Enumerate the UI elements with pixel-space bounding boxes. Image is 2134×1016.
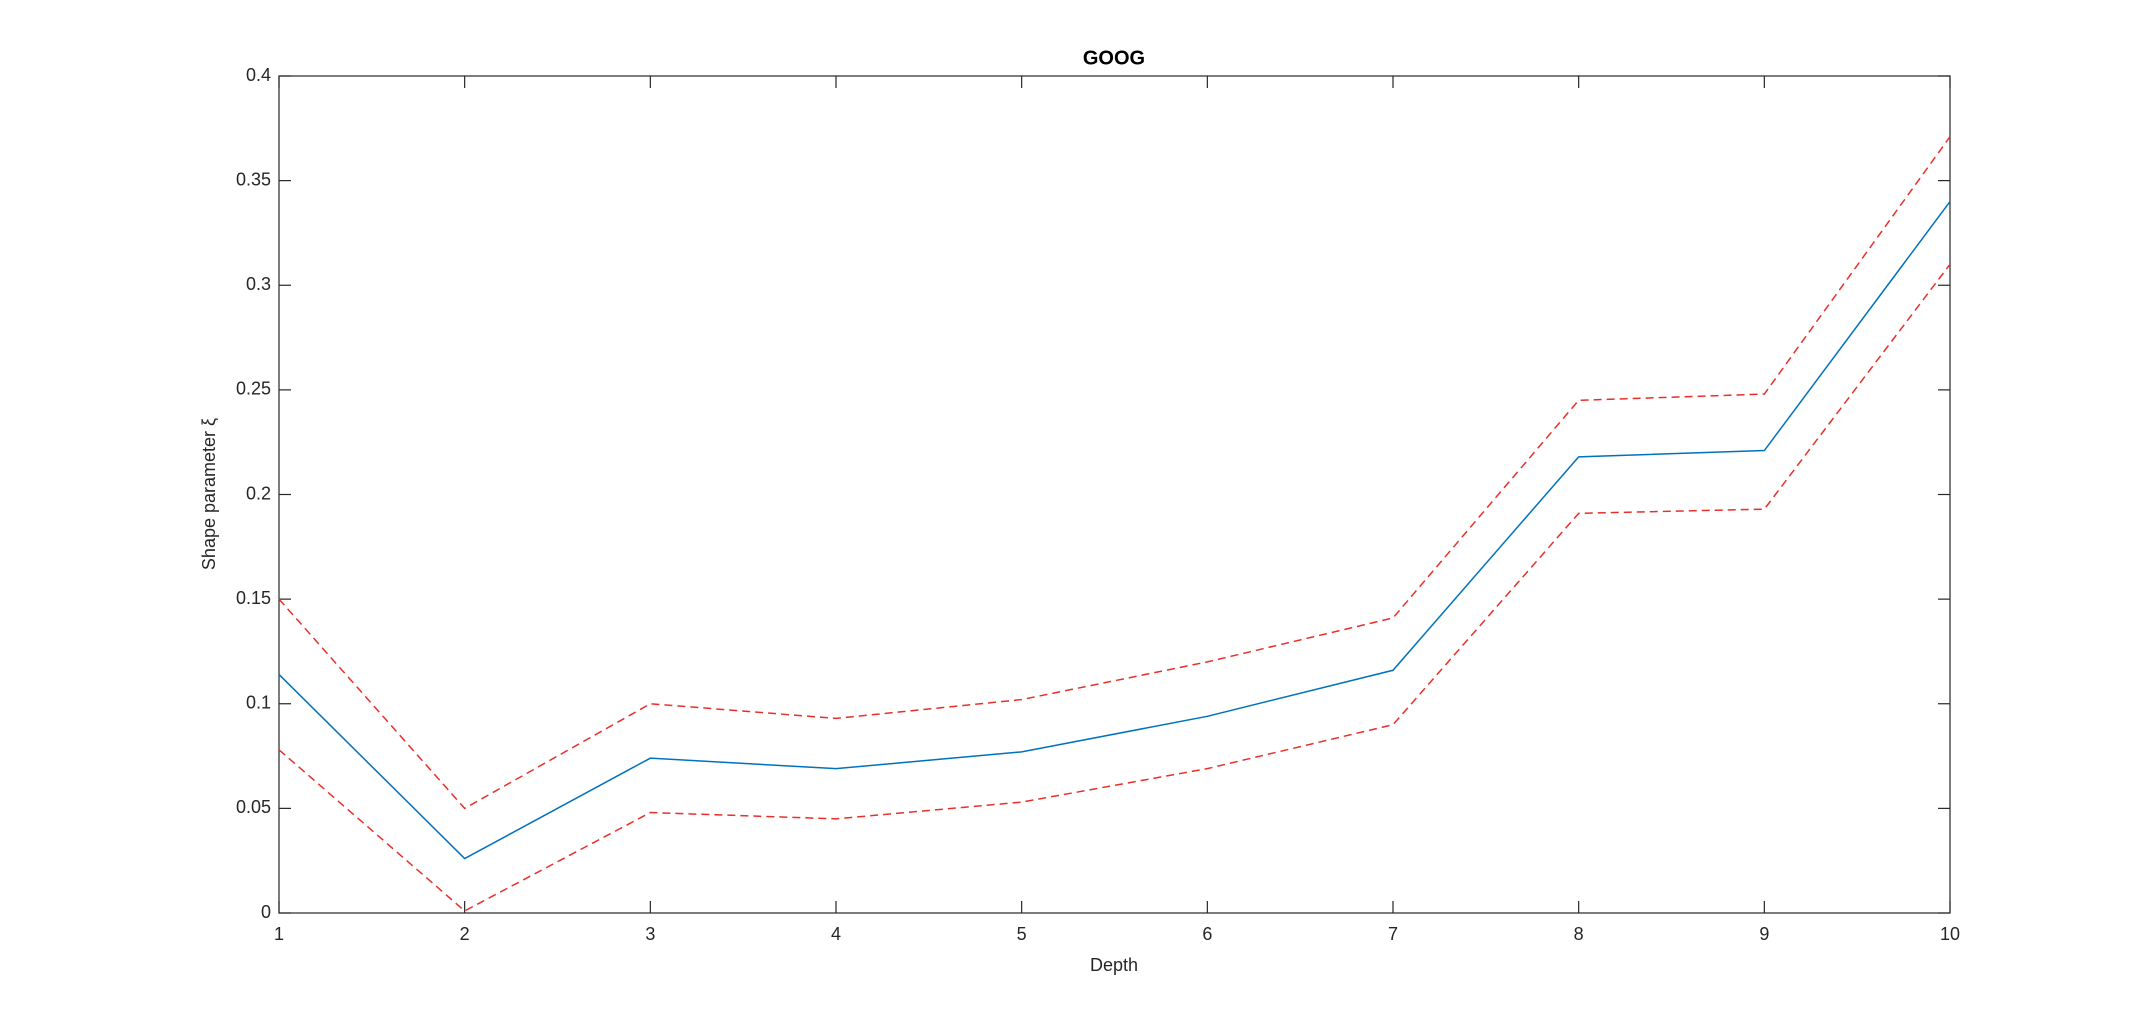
x-tick-label: 3 — [645, 924, 655, 944]
y-tick-label: 0.2 — [246, 483, 271, 503]
y-tick-label: 0.15 — [236, 588, 271, 608]
y-tick-label: 0 — [261, 902, 271, 922]
y-axis-label: Shape parameter ξ — [199, 418, 219, 570]
y-tick-label: 0.3 — [246, 274, 271, 294]
x-tick-label: 5 — [1017, 924, 1027, 944]
x-tick-label: 6 — [1202, 924, 1212, 944]
y-tick-label: 0.25 — [236, 379, 271, 399]
y-tick-label: 0.35 — [236, 169, 271, 189]
x-tick-label: 1 — [274, 924, 284, 944]
x-axis-label: Depth — [1090, 955, 1138, 975]
x-tick-label: 9 — [1759, 924, 1769, 944]
x-tick-label: 4 — [831, 924, 841, 944]
y-tick-label: 0.05 — [236, 797, 271, 817]
series-line — [278, 201, 1951, 860]
x-tick-label: 10 — [1940, 924, 1960, 944]
y-tick-label: 0.4 — [246, 65, 271, 85]
chart-title: GOOG — [1083, 47, 1145, 69]
x-tick-label: 8 — [1574, 924, 1584, 944]
y-tick-label: 0.1 — [246, 693, 271, 713]
x-tick-label: 7 — [1388, 924, 1398, 944]
x-tick-label: 2 — [460, 924, 470, 944]
